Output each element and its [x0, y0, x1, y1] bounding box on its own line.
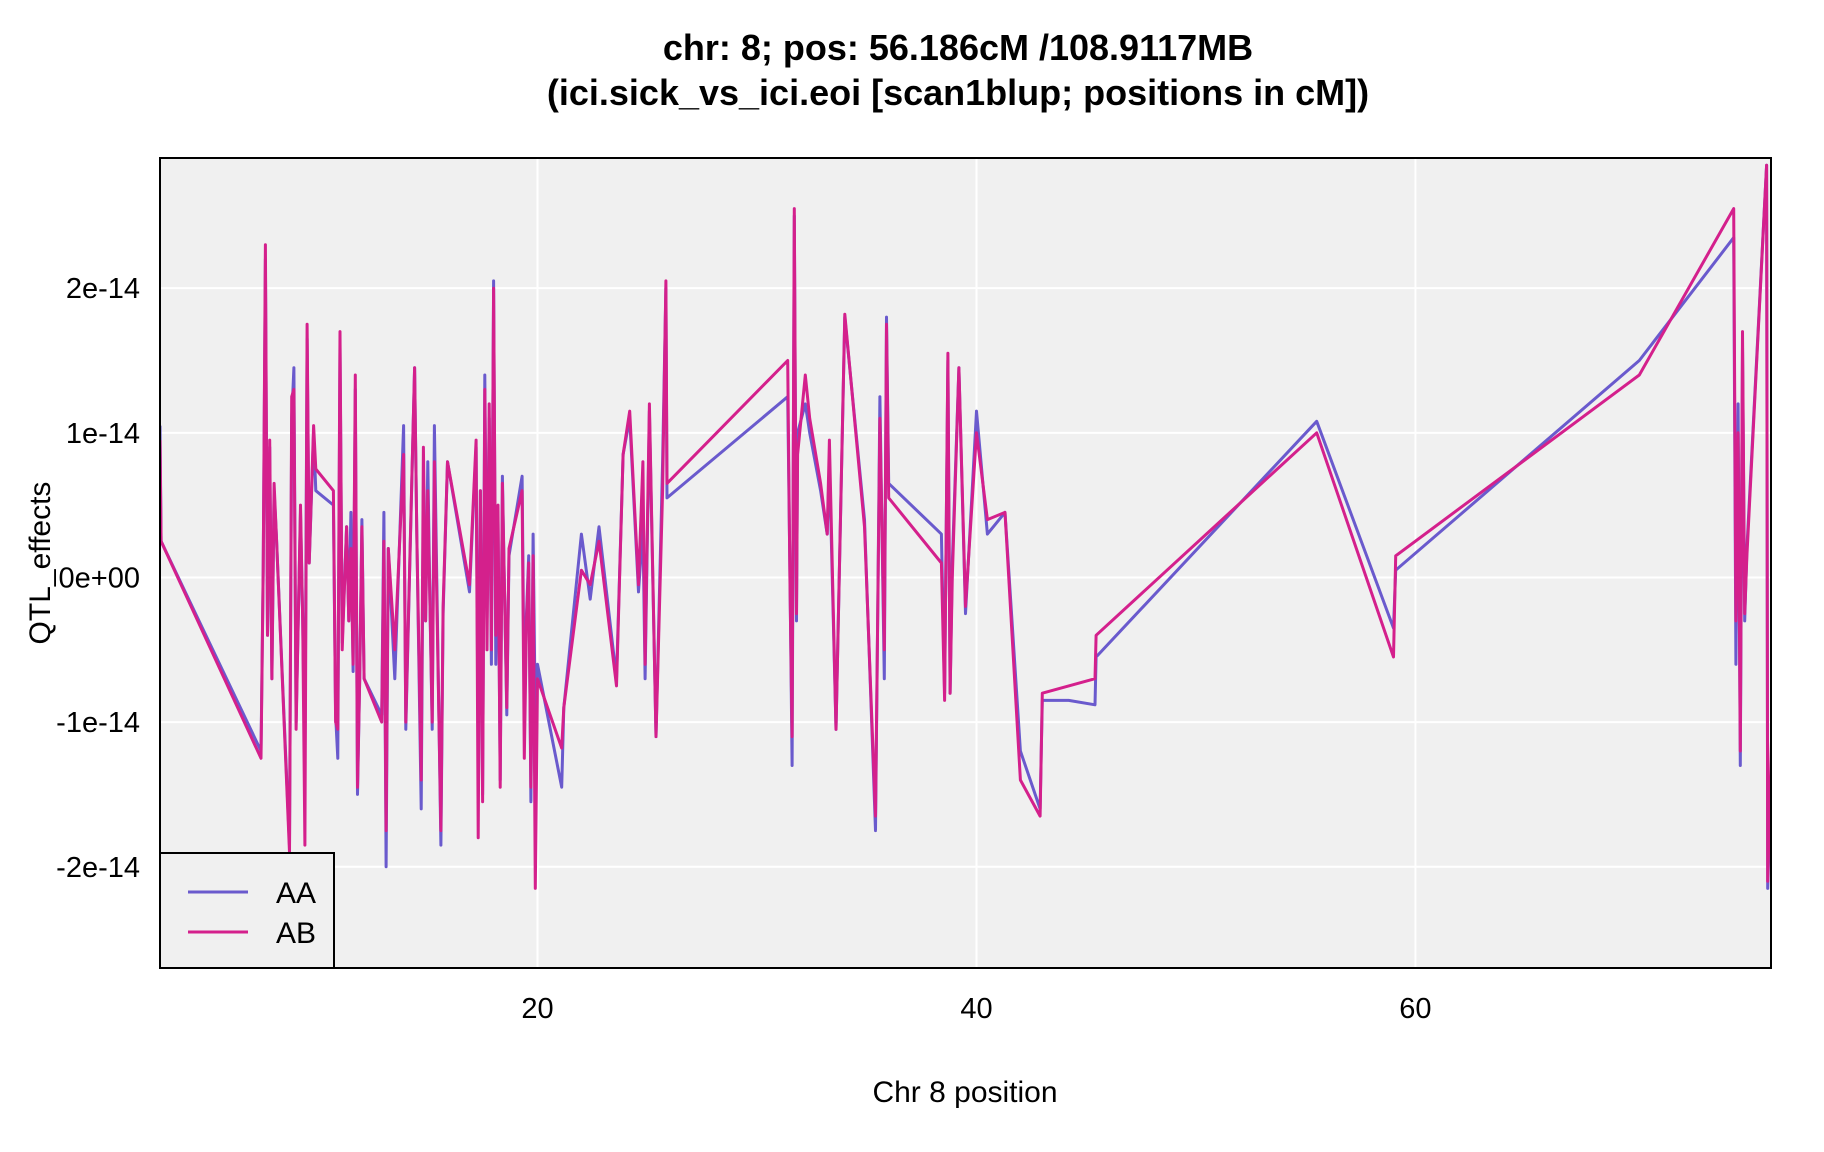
y-axis-label: QTL_effects — [24, 482, 57, 645]
x-tick-label-0: 20 — [521, 993, 553, 1025]
chart-subtitle: (ici.sick_vs_ici.eoi [scan1blup; positio… — [547, 72, 1369, 113]
legend-label-ab: AB — [276, 917, 316, 950]
x-axis-label: Chr 8 position — [872, 1076, 1057, 1109]
legend-box — [159, 852, 335, 969]
y-tick-label-0: -2e-14 — [56, 852, 140, 884]
x-tick-label-2: 60 — [1399, 993, 1431, 1025]
y-tick-label-1: -1e-14 — [56, 707, 140, 739]
y-tick-label-4: 2e-14 — [66, 273, 140, 305]
y-axis-ticks: -2e-14 -1e-14 0e+00 1e-14 2e-14 — [56, 273, 140, 884]
plot-frame — [159, 157, 1772, 969]
x-axis-ticks: 20 40 60 — [521, 993, 1431, 1025]
chart-title: chr: 8; pos: 56.186cM /108.9117MB — [663, 27, 1253, 68]
legend-label-aa: AA — [276, 877, 316, 910]
series-lines — [160, 163, 1771, 890]
y-tick-label-2: 0e+00 — [59, 562, 140, 594]
series-line-ab — [160, 163, 1771, 890]
legend: AA AB — [159, 852, 335, 969]
y-tick-label-3: 1e-14 — [66, 418, 140, 450]
x-tick-label-1: 40 — [960, 993, 992, 1025]
